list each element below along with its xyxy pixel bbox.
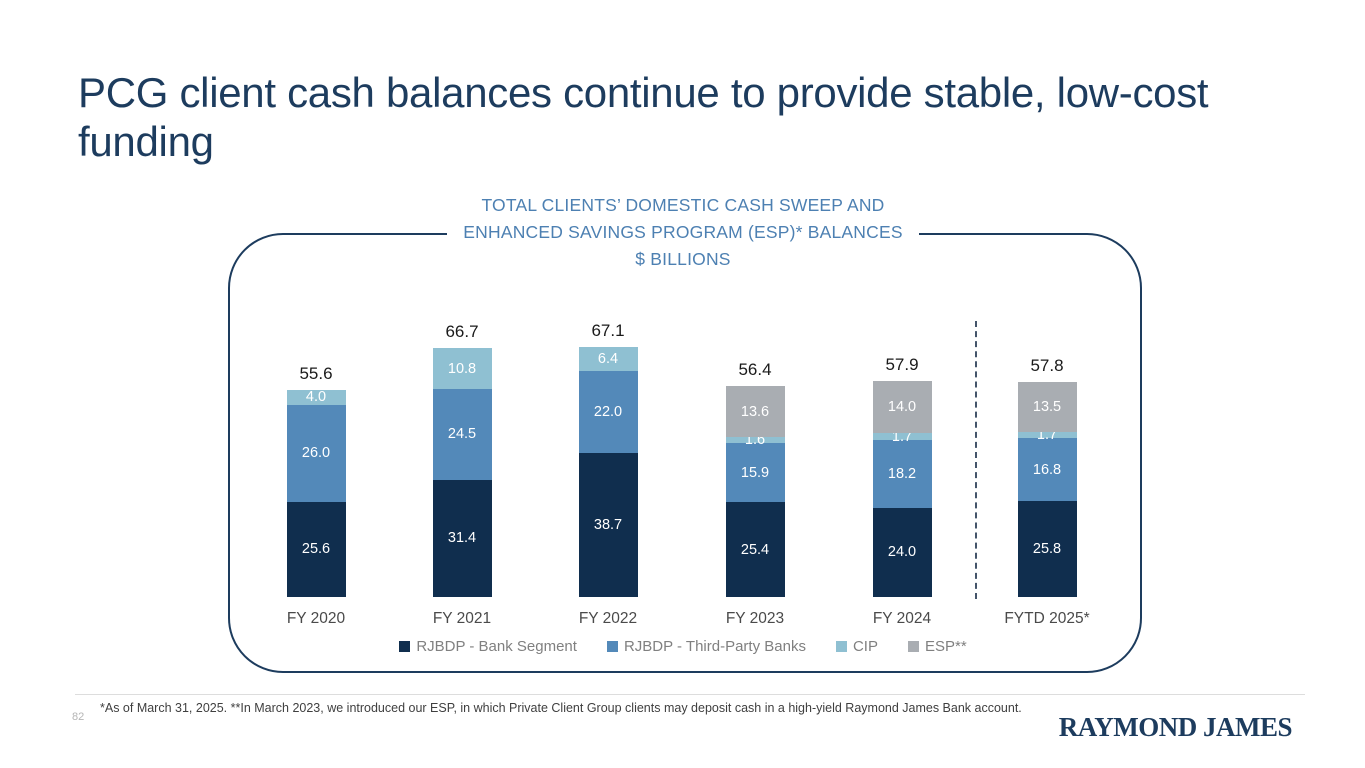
legend-swatch-icon bbox=[835, 641, 847, 652]
bar-segment-value: 25.6 bbox=[301, 541, 331, 558]
bar-segment: 16.8 bbox=[1017, 438, 1077, 501]
bar-total-label: 57.9 bbox=[885, 355, 919, 375]
bar-segment-value: 1.6 bbox=[744, 432, 766, 449]
category-label: FY 2024 bbox=[872, 610, 932, 627]
bar-segment: 24.5 bbox=[432, 388, 492, 480]
bar-segment: 25.6 bbox=[286, 501, 346, 597]
bar-segment-value: 38.7 bbox=[593, 516, 623, 533]
bar-total-label: 55.6 bbox=[299, 363, 333, 383]
bar-segment-value: 10.8 bbox=[447, 360, 477, 377]
bar-segment-value: 1.7 bbox=[1036, 427, 1058, 444]
bar-segment-value: 1.7 bbox=[891, 428, 913, 445]
category-label: FY 2020 bbox=[286, 610, 346, 627]
bar-segment: 22.0 bbox=[578, 370, 638, 453]
bar-segment-value: 13.6 bbox=[740, 403, 770, 420]
chart-title-line1: TOTAL CLIENTS’ DOMESTIC CASH SWEEP AND bbox=[481, 195, 885, 215]
bar-segment: 38.7 bbox=[578, 452, 638, 597]
bar-segment: 24.0 bbox=[872, 507, 932, 597]
bar-segment-value: 31.4 bbox=[447, 530, 477, 547]
bar-segment-value: 26.0 bbox=[301, 445, 331, 462]
bar-segment-value: 15.9 bbox=[740, 464, 770, 481]
category-label: FY 2022 bbox=[578, 610, 638, 627]
category-label: FYTD 2025* bbox=[1004, 610, 1090, 627]
legend-item: RJBDP - Bank Segment bbox=[399, 638, 577, 655]
bar-segment: 1.6 bbox=[725, 432, 785, 449]
legend-swatch-icon bbox=[606, 641, 618, 652]
legend-item: ESP** bbox=[907, 638, 967, 655]
bar-segment: 1.7 bbox=[872, 428, 932, 445]
bar-segment-value: 6.4 bbox=[597, 350, 619, 367]
raymond-james-logo: RAYMOND JAMES bbox=[1058, 712, 1293, 742]
bar-segment-value: 22.0 bbox=[593, 403, 623, 420]
bar-segment: 31.4 bbox=[432, 480, 492, 597]
bar-segment: 1.7 bbox=[1017, 427, 1077, 444]
bar-segment-value: 24.0 bbox=[887, 544, 917, 561]
bar-segment: 4.0 bbox=[286, 389, 346, 406]
bar-segment-value: 24.5 bbox=[447, 426, 477, 443]
bar-total-label: 67.1 bbox=[591, 320, 625, 340]
bar-segment-value: 16.8 bbox=[1032, 461, 1062, 478]
legend-label: RJBDP - Bank Segment bbox=[416, 638, 577, 655]
category-label: FY 2023 bbox=[725, 610, 785, 627]
category-label: FY 2021 bbox=[432, 610, 492, 627]
legend-swatch-icon bbox=[907, 641, 919, 652]
bar-segment: 26.0 bbox=[286, 404, 346, 502]
legend-label: CIP bbox=[852, 638, 878, 655]
bar-segment-value: 18.2 bbox=[887, 465, 917, 482]
legend-label: RJBDP - Third-Party Banks bbox=[623, 638, 806, 655]
bar-segment: 18.2 bbox=[872, 439, 932, 508]
bar-segment: 10.8 bbox=[432, 348, 492, 389]
bar-segment-value: 14.0 bbox=[887, 399, 917, 416]
legend-label: ESP** bbox=[924, 638, 967, 655]
bar-total-label: 57.8 bbox=[1030, 355, 1064, 375]
bar-segment: 13.6 bbox=[725, 386, 785, 438]
bar-segment: 6.4 bbox=[578, 346, 638, 371]
legend-item: CIP bbox=[835, 638, 878, 655]
bar-total-label: 66.7 bbox=[445, 322, 479, 342]
bar-segment-value: 25.8 bbox=[1032, 540, 1062, 557]
legend-item: RJBDP - Third-Party Banks bbox=[606, 638, 806, 655]
bar-segment: 25.4 bbox=[725, 502, 785, 597]
page-title: PCG client cash balances continue to pro… bbox=[78, 69, 1209, 166]
chart-title-line2: ENHANCED SAVINGS PROGRAM (ESP)* BALANCES bbox=[228, 222, 1138, 243]
chart-title-line3: $ BILLIONS bbox=[635, 249, 731, 269]
page-number: 82 bbox=[72, 711, 85, 723]
bar-segment-value: 4.0 bbox=[305, 389, 327, 406]
period-separator-dashed-line bbox=[975, 321, 977, 599]
legend-swatch-icon bbox=[399, 641, 411, 652]
bar-segment: 13.5 bbox=[1017, 381, 1077, 432]
chart-legend: RJBDP - Bank Segment RJBDP - Third-Party … bbox=[228, 638, 1138, 655]
bar-segment: 25.8 bbox=[1017, 500, 1077, 597]
footer-divider bbox=[75, 694, 1305, 695]
bar-segment: 15.9 bbox=[725, 443, 785, 503]
bar-total-label: 56.4 bbox=[738, 360, 772, 380]
bar-segment: 14.0 bbox=[872, 381, 932, 434]
bar-segment-value: 13.5 bbox=[1032, 398, 1062, 415]
bar-segment-value: 25.4 bbox=[740, 541, 770, 558]
footnote: *As of March 31, 2025. **In March 2023, … bbox=[100, 701, 1022, 715]
